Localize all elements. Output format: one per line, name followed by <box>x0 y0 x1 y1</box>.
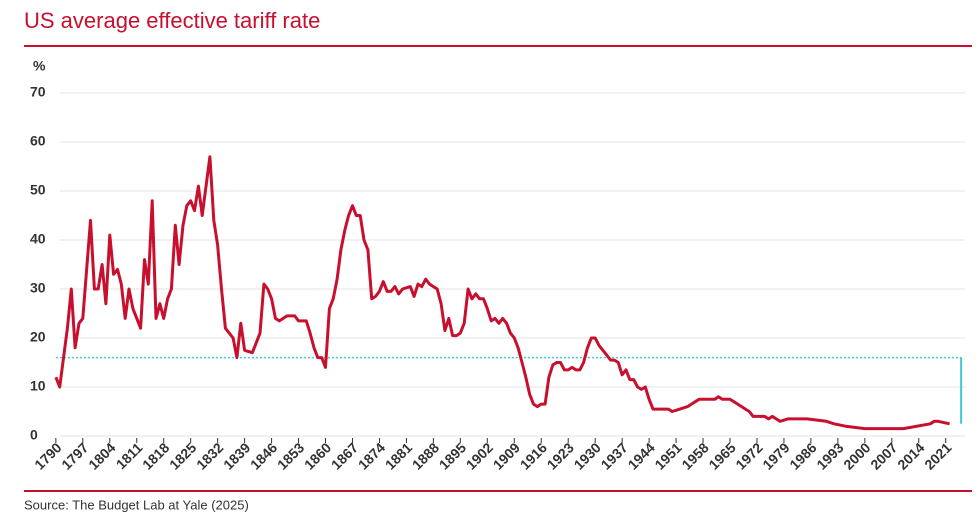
y-tick-label: 40 <box>30 231 46 247</box>
y-tick-label: 50 <box>30 182 46 198</box>
x-tick-label: 1818 <box>139 439 172 472</box>
x-tick-label: 1937 <box>598 439 631 472</box>
x-tick-label: 1839 <box>220 439 253 472</box>
y-tick-label: 70 <box>30 84 46 100</box>
x-tick-label: 1958 <box>678 439 711 472</box>
x-tick-label: 1902 <box>463 439 496 472</box>
x-tick-label: 1811 <box>113 439 146 472</box>
chart-title: US average effective tariff rate <box>24 8 320 33</box>
x-tick-label: 1853 <box>274 439 307 472</box>
x-tick-label: 1888 <box>409 439 442 472</box>
x-tick-label: 1916 <box>517 439 550 472</box>
y-axis-label: % <box>33 58 46 74</box>
x-tick-label: 1832 <box>193 439 226 472</box>
data-line <box>54 155 950 431</box>
x-tick-label: 2000 <box>840 439 873 472</box>
x-tick-label: 1797 <box>58 439 91 472</box>
x-tick-label: 1909 <box>490 439 523 472</box>
x-tick-label: 1993 <box>813 439 846 472</box>
x-tick-label: 1825 <box>166 439 199 472</box>
x-tick-label: 2007 <box>867 439 900 472</box>
x-tick-label: 1972 <box>732 439 765 472</box>
x-tick-label: 1881 <box>382 439 415 472</box>
x-tick-label: 2014 <box>894 439 927 472</box>
x-tick-label: 1790 <box>31 439 64 472</box>
y-tick-label: 60 <box>30 133 46 149</box>
x-tick-label: 1867 <box>328 439 361 472</box>
source: Source: The Budget Lab at Yale (2025) <box>24 497 249 512</box>
y-tick-label: 30 <box>30 280 46 296</box>
x-tick-label: 1804 <box>85 439 118 472</box>
x-tick-label: 1860 <box>301 439 334 472</box>
x-tick-label: 1895 <box>436 439 469 472</box>
x-tick-label: 1986 <box>786 439 819 472</box>
x-tick-label: 1846 <box>247 439 280 472</box>
x-tick-label: 1874 <box>355 439 388 472</box>
x-tick-label: 1923 <box>544 439 577 472</box>
y-tick-label: 20 <box>30 329 46 345</box>
x-tick-label: 1930 <box>571 439 604 472</box>
x-tick-label: 1965 <box>705 439 738 472</box>
y-tick-label: 10 <box>30 378 46 394</box>
x-tick-label: 2021 <box>921 439 954 472</box>
x-tick-label: 1944 <box>625 439 658 472</box>
x-tick-label: 1951 <box>651 439 684 472</box>
y-tick-label: 0 <box>30 427 38 443</box>
x-tick-label: 1979 <box>759 439 792 472</box>
